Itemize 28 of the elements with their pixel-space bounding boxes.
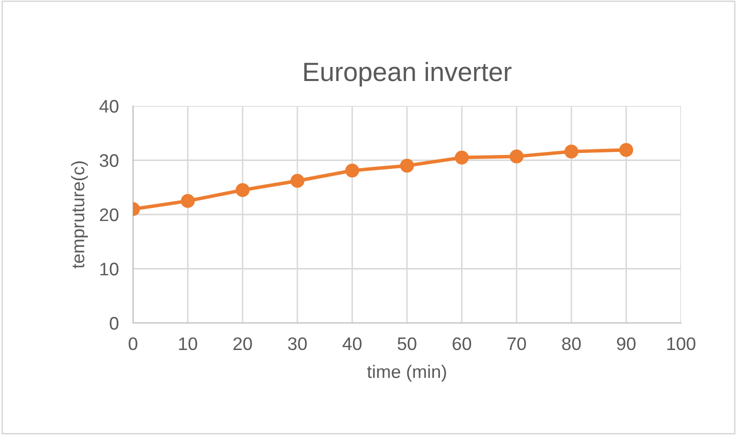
- y-tick-label: 10: [100, 262, 118, 276]
- x-tick-label: 80: [562, 337, 581, 350]
- point: [236, 183, 250, 198]
- x-tick-label: 100: [667, 337, 696, 350]
- y-tick-label: 20: [100, 208, 118, 222]
- x-tick-label: 10: [179, 337, 198, 350]
- x-tick-label: 40: [342, 337, 362, 350]
- point: [454, 150, 469, 164]
- point: [510, 150, 524, 164]
- y-tick-label: 0: [110, 316, 118, 330]
- point: [564, 144, 578, 159]
- x-tick-label: 0: [128, 337, 138, 350]
- point: [345, 164, 360, 178]
- chart-title: European inverter: [304, 62, 512, 86]
- point: [619, 143, 634, 157]
- x-tick-label: 70: [507, 337, 526, 350]
- x-tick-label: 20: [233, 337, 252, 350]
- x-tick-label: 60: [452, 337, 472, 350]
- x-tick-label: 30: [288, 337, 307, 350]
- y-axis-title: tempruture(c): [71, 161, 88, 268]
- x-tick-label: 90: [617, 337, 636, 350]
- point: [180, 194, 195, 208]
- x-tick-label: 50: [398, 337, 416, 350]
- point: [400, 158, 414, 173]
- y-tick-label: 40: [99, 100, 118, 113]
- y-tick-label: 30: [100, 154, 118, 167]
- point: [290, 174, 304, 188]
- x-axis-title: time (min): [367, 364, 446, 382]
